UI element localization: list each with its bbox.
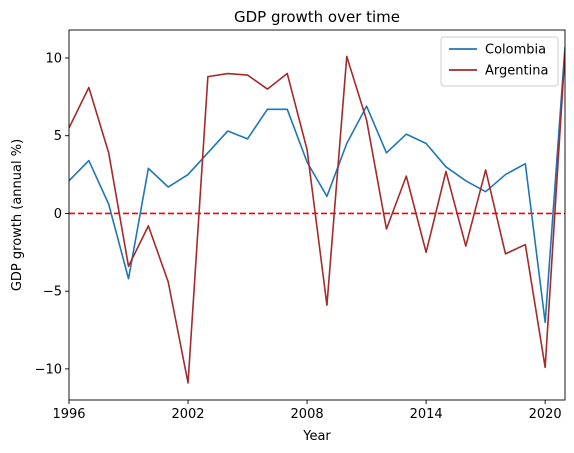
x-tick-label: 1996 (52, 407, 85, 422)
plot-area (68, 29, 566, 401)
x-tick-label: 2020 (529, 407, 562, 422)
y-axis: −10 −5 0 5 10 (35, 51, 69, 377)
legend-label-argentina: Argentina (485, 64, 548, 79)
x-tick-label: 2008 (291, 407, 324, 422)
legend-label-colombia: Colombia (485, 43, 546, 58)
x-axis-label: Year (302, 429, 331, 444)
y-tick-label: 10 (45, 51, 62, 66)
legend: Colombia Argentina (440, 36, 559, 87)
y-axis-label: GDP growth (annual %) (10, 139, 25, 291)
x-tick-label: 2002 (171, 407, 204, 422)
y-tick-label: −5 (43, 285, 62, 300)
y-tick-label: −10 (35, 362, 62, 377)
axes-frame (68, 29, 566, 401)
x-tick-label: 2014 (410, 407, 443, 422)
series-line-argentina (69, 51, 565, 384)
y-tick-label: 5 (54, 129, 62, 144)
x-axis: 1996 2002 2008 2014 2020 (52, 400, 562, 422)
series-line-colombia (69, 47, 565, 324)
chart-title: GDP growth over time (234, 8, 400, 26)
y-tick-label: 0 (54, 207, 62, 222)
